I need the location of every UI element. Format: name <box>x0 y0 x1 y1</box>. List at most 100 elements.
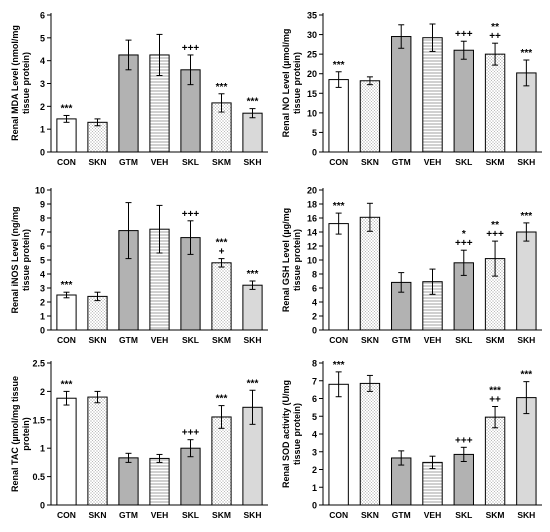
y-tick-label: 0 <box>312 326 317 336</box>
bar-skh <box>242 284 263 331</box>
significance-label: *** <box>216 82 228 93</box>
significance-label: + <box>219 247 225 258</box>
category-label: CON <box>57 157 76 167</box>
significance-label: *** <box>333 360 345 371</box>
bar-con <box>56 294 77 331</box>
y-axis-label: Renal iNOS Level (ng/mgtissue protein) <box>10 206 31 313</box>
category-label: SKH <box>517 510 535 520</box>
y-axis-label-line: Renal iNOS Level (ng/mg <box>10 206 20 313</box>
bar-skn <box>87 121 108 153</box>
y-tick-label: 5 <box>40 33 45 43</box>
bar-gtm <box>118 457 139 506</box>
significance-label: *** <box>333 60 345 71</box>
y-tick-label: 5 <box>40 256 45 266</box>
category-label: SKM <box>212 157 231 167</box>
category-label: GTM <box>392 510 411 520</box>
category-label: SKN <box>361 157 379 167</box>
category-label: SKM <box>486 335 505 345</box>
significance-label: ++ <box>489 31 501 42</box>
y-tick-label: 0 <box>40 501 45 511</box>
y-axis-label-line: Renal TAC (µmol/mg tissue <box>10 376 20 492</box>
category-label: SKM <box>212 335 231 345</box>
category-label: VEH <box>424 335 441 345</box>
category-label: SKN <box>89 510 107 520</box>
y-tick-label: 0 <box>40 148 45 158</box>
y-tick-label: 6 <box>40 242 45 252</box>
bar-skn <box>87 295 108 331</box>
y-tick-label: 1.5 <box>32 415 45 425</box>
significance-label: +++ <box>455 238 473 249</box>
y-tick-label: 5 <box>312 128 317 138</box>
y-tick-label: 1 <box>40 125 45 135</box>
y-tick-label: 0.5 <box>32 472 45 482</box>
y-axis-label-line: Renal GSH Level (µg/mg <box>281 208 291 312</box>
significance-label: *** <box>247 269 259 280</box>
category-label: SKH <box>517 157 535 167</box>
bar-skm <box>484 416 506 506</box>
significance-label: *** <box>61 280 73 291</box>
category-label: SKM <box>212 510 231 520</box>
y-tick-label: 10 <box>35 186 45 196</box>
bar-skm <box>484 53 506 153</box>
y-axis-label-line: tissue protein) <box>292 403 302 465</box>
bar-gtm <box>391 36 412 153</box>
bar-veh <box>149 457 170 506</box>
bar-con <box>328 383 349 506</box>
category-label: GTM <box>119 335 138 345</box>
y-tick-label: 5 <box>312 412 317 422</box>
category-label: SKH <box>244 335 262 345</box>
y-tick-label: 6 <box>312 284 317 294</box>
y-axis-label-line: protein) <box>21 417 31 451</box>
y-tick-label: 12 <box>307 242 317 252</box>
significance-label: *** <box>521 48 533 59</box>
y-axis-label-line: tissue protein) <box>21 52 31 114</box>
category-label: SKN <box>361 510 379 520</box>
y-tick-label: 25 <box>307 50 317 60</box>
category-label: VEH <box>424 157 441 167</box>
category-label: SKL <box>455 335 472 345</box>
category-label: SKL <box>455 510 472 520</box>
category-label: GTM <box>119 157 138 167</box>
y-axis-label-line: Renal MDA Level (nmol/mg <box>10 25 20 141</box>
y-tick-label: 18 <box>307 200 317 210</box>
y-tick-label: 4 <box>40 270 45 280</box>
y-tick-label: 4 <box>312 298 317 308</box>
significance-label: +++ <box>182 43 200 54</box>
y-axis-label-line: Renal NO Level (µmol/mg <box>281 29 291 138</box>
chart-panel: 0 5 10 15 20 25 30 35 Renal NO Level (µmol/mgtis… <box>281 11 542 167</box>
bar-skn <box>87 396 108 506</box>
significance-label: ** <box>491 220 499 231</box>
y-tick-label: 2 <box>40 102 45 112</box>
category-label: GTM <box>392 157 411 167</box>
y-tick-label: 2 <box>312 312 317 322</box>
significance-label: +++ <box>455 435 473 446</box>
significance-label: *** <box>61 103 73 114</box>
y-tick-label: 2 <box>312 465 317 475</box>
y-axis-label: Renal MDA Level (nmol/mgtissue protein) <box>10 25 31 141</box>
bar-con <box>328 79 349 153</box>
category-label: SKN <box>361 335 379 345</box>
y-tick-label: 8 <box>312 270 317 280</box>
y-tick-label: 0 <box>312 501 317 511</box>
bar-skl <box>453 49 474 153</box>
y-tick-label: 10 <box>307 108 317 118</box>
category-label: SKL <box>455 157 472 167</box>
chart-panel: 0 1 2 3 4 5 6 7 8 9 10 Renal iNOS Level (ng/mgtissu… <box>10 186 268 345</box>
category-label: CON <box>57 510 76 520</box>
category-label: GTM <box>119 510 138 520</box>
y-tick-label: 9 <box>40 200 45 210</box>
y-tick-label: 4 <box>312 430 317 440</box>
significance-label: *** <box>216 238 228 249</box>
significance-label: *** <box>333 201 345 212</box>
y-axis-label-line: tissue protein) <box>21 229 31 291</box>
category-label: VEH <box>151 157 168 167</box>
y-tick-label: 1 <box>312 483 317 493</box>
significance-label: ** <box>491 22 499 33</box>
y-tick-label: 20 <box>307 186 317 196</box>
category-label: SKM <box>486 157 505 167</box>
y-tick-label: 7 <box>40 228 45 238</box>
y-axis-label-line: Renal SOD activity (U/mg <box>281 380 291 488</box>
category-label: SKM <box>486 510 505 520</box>
bar-skm <box>211 262 232 331</box>
